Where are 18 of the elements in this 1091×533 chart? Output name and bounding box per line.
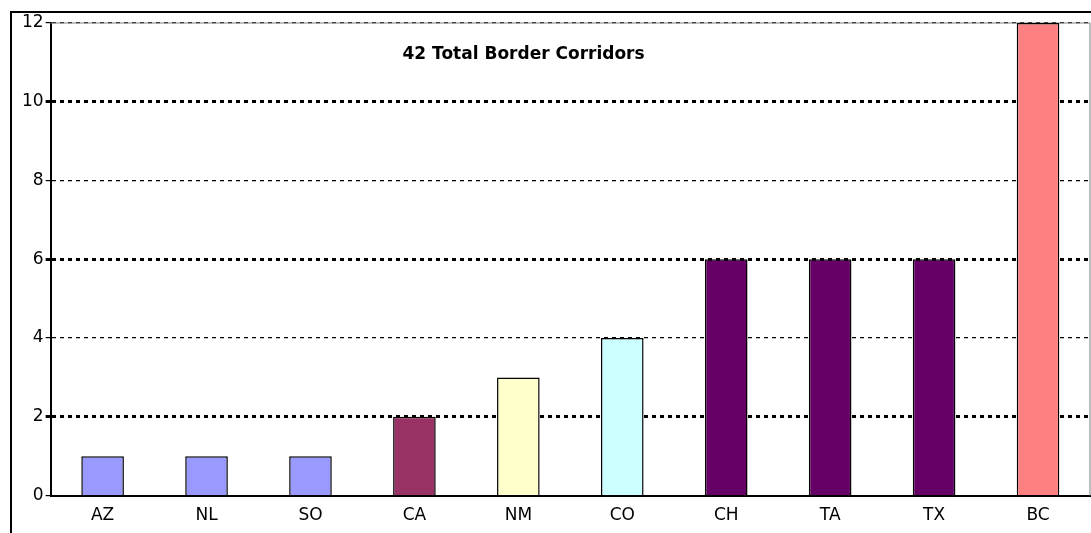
y-tick-label: 12 [21, 11, 44, 32]
text: 42 Total Border Corridors [402, 43, 645, 64]
x-tick-label: CO [609, 504, 635, 525]
y-tick-label: 8 [32, 168, 44, 189]
x-tick-label: BC [1026, 504, 1050, 525]
y-tick-label: 10 [21, 90, 44, 111]
x-tick-label: AZ [90, 504, 115, 525]
x-tick-label: NM [504, 504, 533, 525]
y-tick-label: 2 [32, 405, 44, 426]
x-tick-label: TA [818, 504, 841, 525]
x-tick-label: CA [402, 504, 427, 525]
x-tick-label: CH [713, 504, 739, 525]
x-tick-label: TX [922, 504, 946, 525]
x-tick-label: NL [195, 504, 219, 525]
x-tick-label: SO [298, 504, 323, 525]
y-tick-label: 4 [32, 326, 44, 347]
y-tick-label: 0 [32, 484, 44, 505]
y-tick-label: 6 [32, 247, 44, 268]
